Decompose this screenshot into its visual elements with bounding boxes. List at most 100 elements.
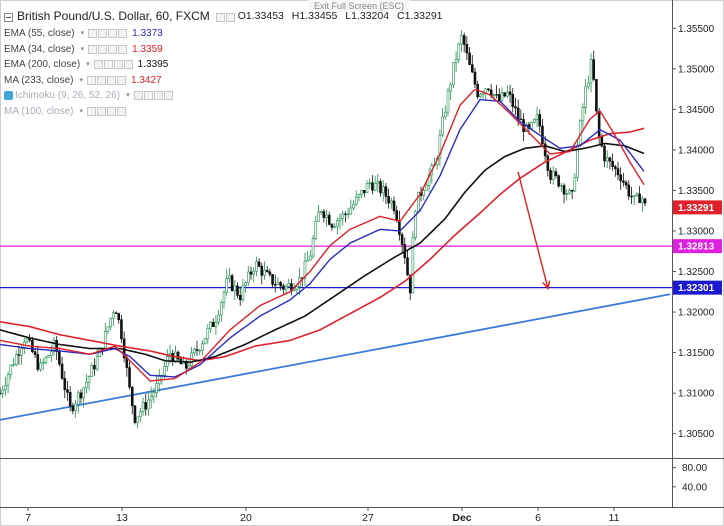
candle-body — [573, 177, 577, 192]
candle-body — [538, 114, 542, 127]
candle-body — [311, 238, 315, 257]
hide-icon[interactable] — [143, 91, 153, 101]
candle-body — [187, 365, 191, 369]
study-row[interactable]: MA (100, close) ▾ — [4, 104, 448, 120]
study-buttons — [88, 29, 128, 39]
candle-body — [85, 382, 88, 389]
study-buttons — [133, 91, 173, 101]
candle-body — [457, 43, 461, 60]
study-buttons — [93, 60, 133, 70]
candle-body — [39, 362, 42, 370]
visibility-icon[interactable] — [4, 91, 13, 101]
candle-body — [76, 392, 80, 405]
study-menu-icon[interactable]: ▾ — [80, 45, 85, 53]
candle-body — [365, 183, 369, 194]
remove-icon[interactable] — [117, 106, 126, 116]
study-buttons — [87, 106, 126, 116]
settings-icon[interactable] — [93, 60, 103, 70]
price-label-box — [673, 239, 722, 254]
candle-body — [632, 195, 636, 198]
study-name: EMA (55, close) — [4, 28, 75, 39]
candle-body — [641, 198, 644, 203]
hide-icon[interactable] — [97, 75, 106, 85]
candle-body — [152, 392, 156, 397]
study-name: MA (100, close) — [4, 105, 74, 117]
settings-icon[interactable] — [133, 91, 143, 101]
candle-body — [209, 321, 212, 329]
candle-body — [282, 285, 285, 290]
settings-icon[interactable] — [87, 75, 96, 85]
hide-icon[interactable] — [98, 29, 108, 39]
collapse-legend-icon[interactable] — [4, 12, 13, 22]
add-icon[interactable] — [113, 60, 123, 70]
settings-icon[interactable] — [88, 29, 98, 39]
candle-body — [336, 220, 339, 227]
time-tick-label: 11 — [609, 512, 620, 524]
settings-icon[interactable] — [215, 12, 225, 22]
candle-body — [627, 184, 631, 197]
candle-body — [149, 395, 153, 401]
study-row[interactable]: EMA (200, close) ▾ 1.3395 — [4, 57, 448, 73]
candle-body — [260, 266, 264, 276]
hide-icon[interactable] — [103, 60, 113, 70]
hide-icon[interactable] — [225, 12, 235, 22]
add-icon[interactable] — [108, 44, 118, 54]
study-row[interactable]: Ichimoku (9, 26, 52, 26) ▾ — [4, 88, 448, 104]
hide-icon[interactable] — [97, 106, 106, 116]
study-menu-icon[interactable]: ▾ — [126, 92, 130, 99]
remove-icon[interactable] — [117, 75, 126, 85]
candle-body — [47, 355, 50, 358]
add-icon[interactable] — [107, 75, 116, 85]
study-menu-icon[interactable]: ▾ — [80, 30, 85, 37]
settings-icon[interactable] — [87, 106, 96, 116]
add-icon[interactable] — [108, 29, 118, 39]
candle-body — [201, 343, 204, 351]
candle-body — [95, 356, 99, 370]
candle-body — [611, 160, 614, 167]
time-tick-label: 13 — [116, 512, 128, 524]
lower-tick-label: 80.00 — [682, 463, 707, 474]
remove-icon[interactable] — [118, 29, 128, 39]
candle-body — [263, 270, 266, 276]
remove-icon[interactable] — [123, 60, 133, 70]
candle-body — [568, 189, 571, 194]
candle-body — [441, 116, 444, 136]
add-icon[interactable] — [107, 106, 116, 116]
candle-body — [614, 166, 617, 169]
candle-body — [6, 374, 10, 386]
candle-body — [508, 91, 512, 95]
candle-body — [309, 255, 312, 261]
candle-body — [624, 182, 628, 186]
price-label-text: 1.33291 — [678, 203, 715, 214]
remove-icon[interactable] — [118, 44, 128, 54]
hide-icon[interactable] — [98, 44, 108, 54]
candle-body — [562, 185, 566, 195]
add-icon[interactable] — [153, 91, 163, 101]
study-row[interactable]: EMA (55, close) ▾ 1.3373 — [4, 26, 448, 42]
candle-body — [384, 186, 388, 197]
study-menu-icon[interactable]: ▾ — [86, 61, 90, 68]
study-row[interactable]: EMA (34, close) ▾ 1.3359 — [4, 42, 448, 58]
candle-body — [554, 171, 558, 176]
candle-body — [139, 411, 142, 418]
study-row[interactable]: MA (233, close) ▾ 1.3427 — [4, 73, 448, 89]
remove-icon[interactable] — [163, 91, 173, 101]
settings-icon[interactable] — [88, 44, 98, 54]
candle-body — [233, 285, 237, 291]
candle-body — [241, 285, 245, 301]
candle-body — [90, 364, 94, 377]
time-tick-label: Dec — [452, 512, 471, 524]
candle-body — [511, 94, 515, 107]
candle-body — [587, 82, 590, 88]
close-value: C1.33291 — [396, 10, 443, 23]
candle-body — [71, 405, 75, 412]
exit-fullscreen-button[interactable]: Exit Full Screen (ESC) — [308, 0, 411, 12]
candle-body — [460, 35, 463, 45]
study-menu-icon[interactable]: ▾ — [79, 76, 83, 84]
candle-body — [392, 200, 396, 212]
study-menu-icon[interactable]: ▾ — [79, 107, 83, 115]
candle-body — [387, 196, 390, 204]
price-tick-label: 1.35500 — [678, 24, 715, 35]
symbol-title: British Pound/U.S. Dollar, 60, FXCM — [17, 9, 210, 24]
